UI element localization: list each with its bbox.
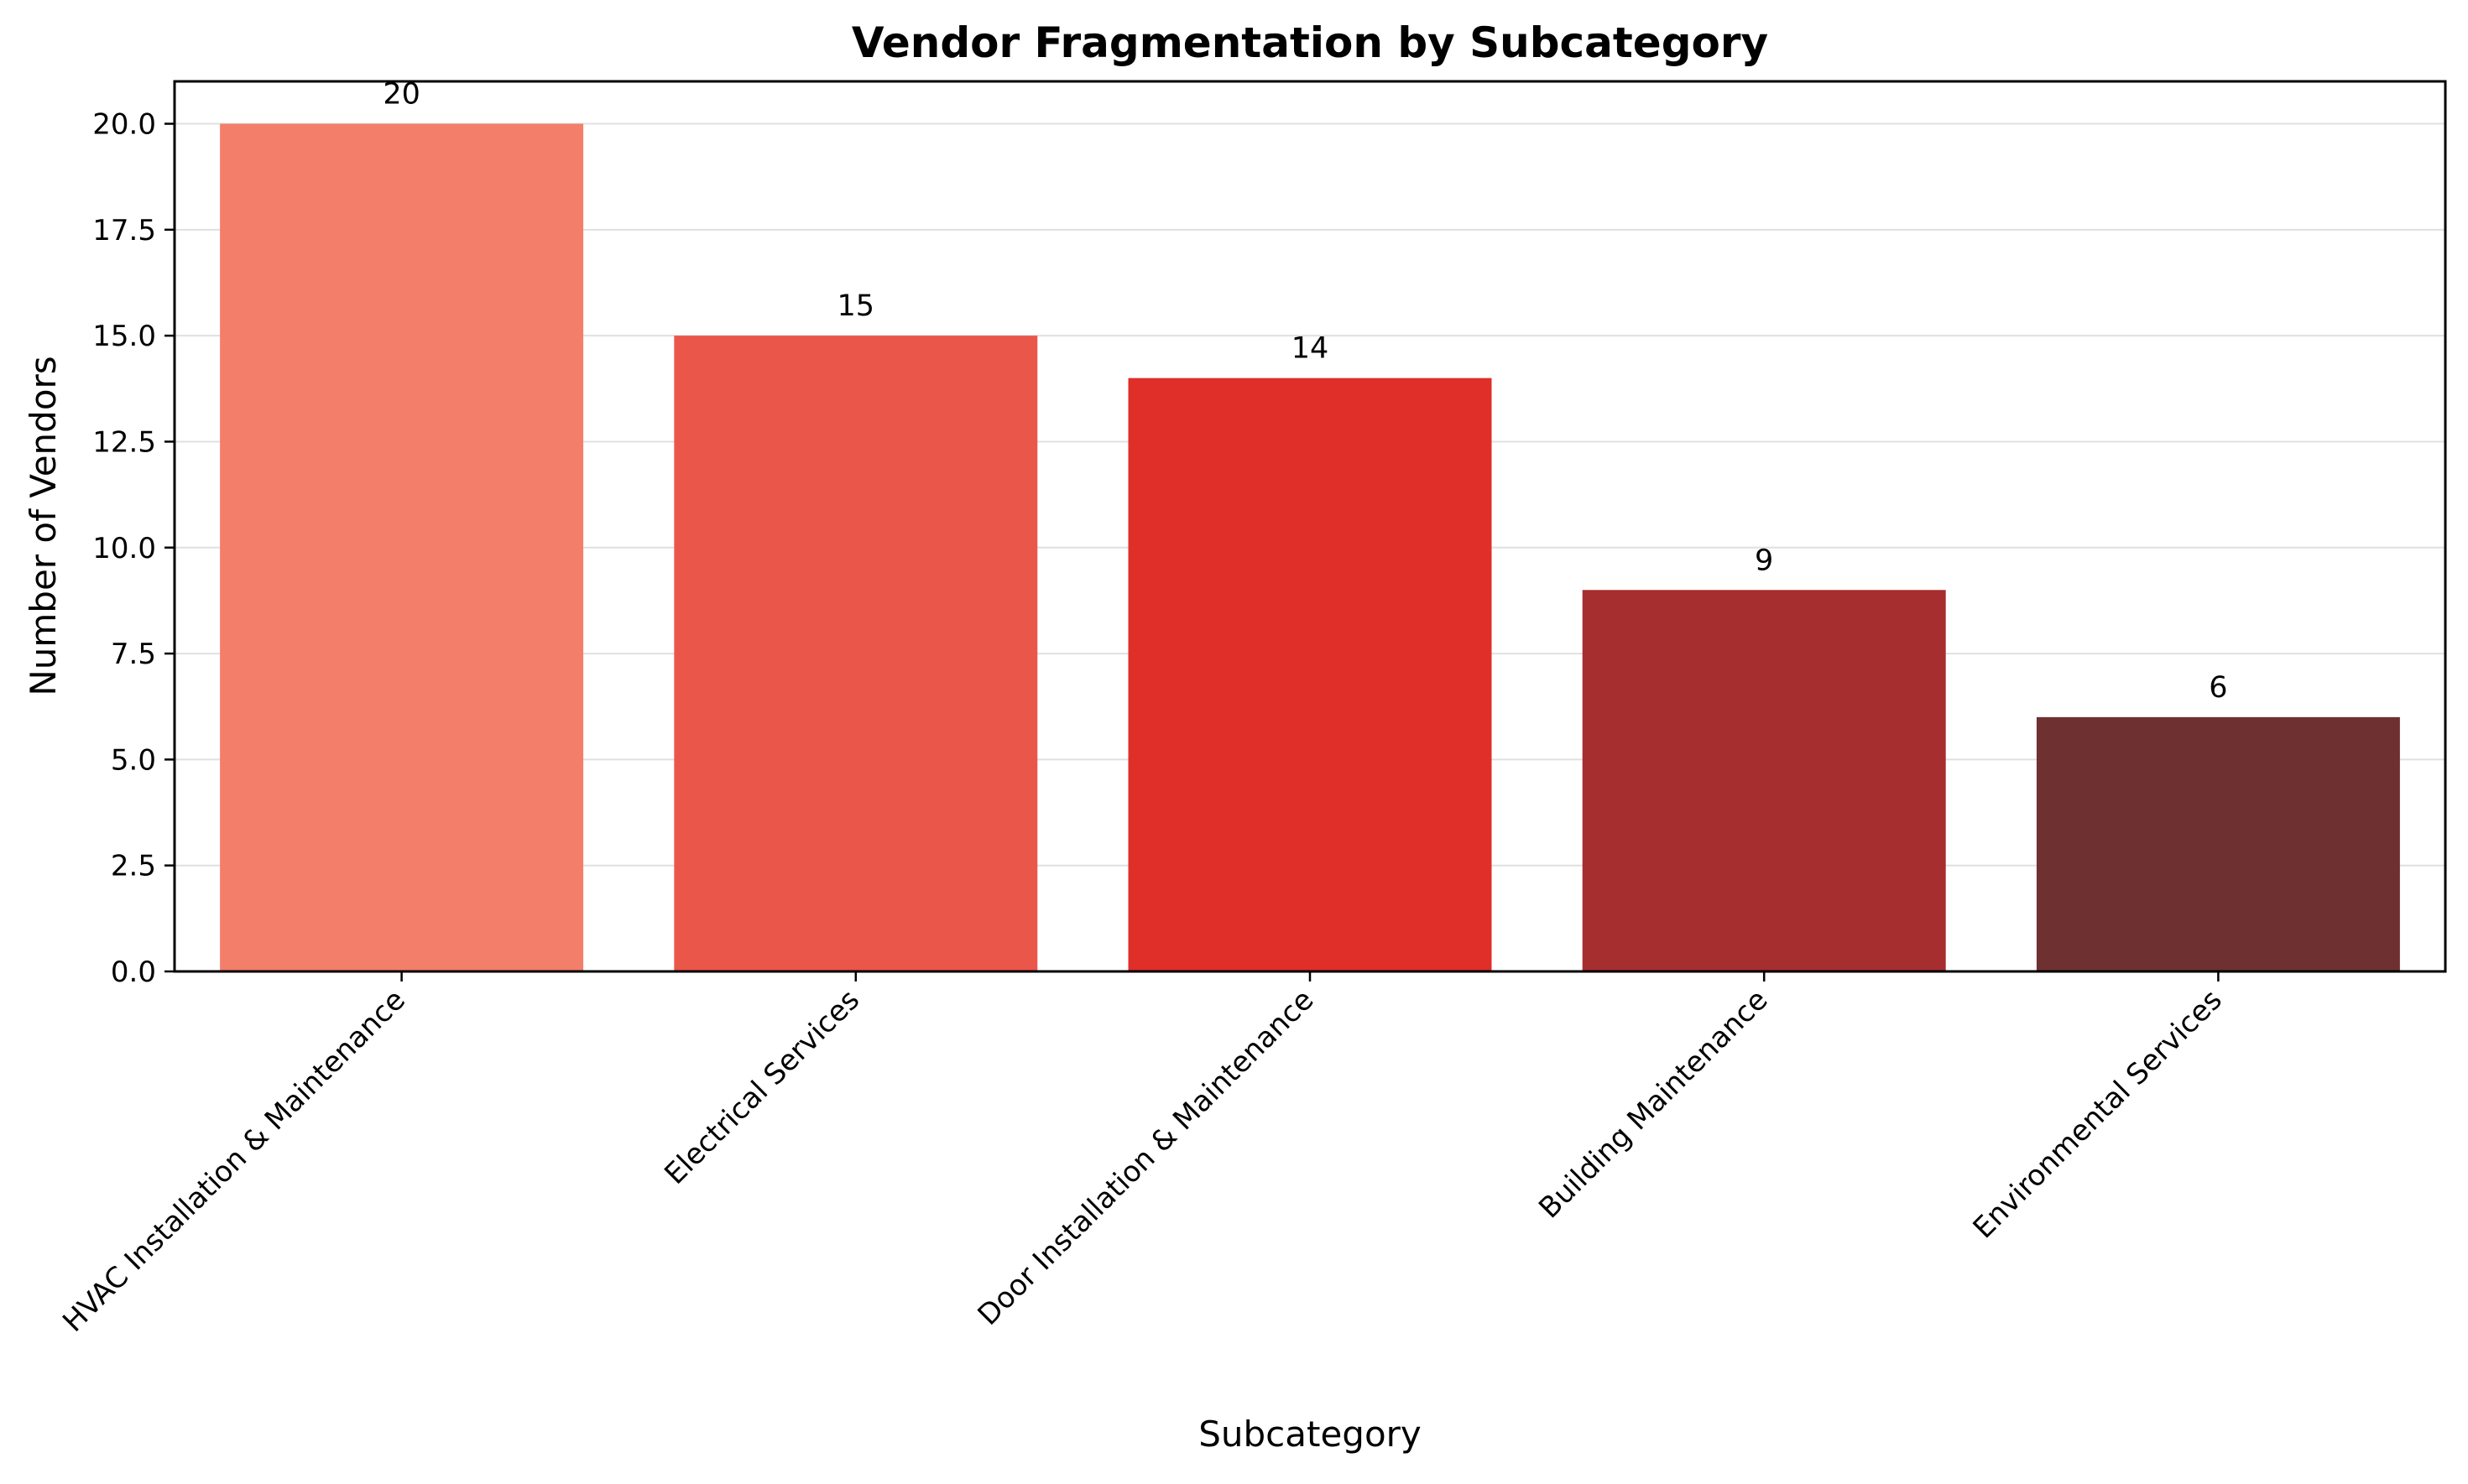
x-tick-label: Building Maintenance — [1532, 983, 1774, 1225]
y-tick-label: 15.0 — [92, 320, 156, 353]
bar — [674, 336, 1038, 972]
x-tick-label: HVAC Installation & Maintenance — [56, 983, 412, 1339]
bar-value-label: 20 — [383, 78, 420, 112]
x-tick-label: Door Installation & Maintenance — [972, 983, 1321, 1332]
x-tick-label: Electrical Services — [658, 983, 866, 1191]
bars — [220, 123, 2400, 972]
data-labels: 20 15 14 9 6 — [383, 78, 2227, 705]
bar — [1582, 590, 1946, 971]
x-tick-label: Environmental Services — [1967, 983, 2229, 1245]
bar — [2036, 716, 2400, 971]
y-axis-ticks: 0.0 2.5 5.0 7.5 10.0 12.5 15.0 17.5 20.0 — [92, 108, 175, 989]
bar-value-label: 6 — [2209, 671, 2227, 705]
x-axis-ticks: HVAC Installation & Maintenance Electrica… — [56, 971, 2229, 1339]
y-tick-label: 17.5 — [92, 214, 156, 247]
bar-value-label: 15 — [837, 289, 875, 323]
bar — [220, 123, 584, 971]
y-tick-label: 2.5 — [111, 850, 156, 883]
chart-title: Vendor Fragmentation by Subcategory — [852, 18, 1768, 67]
bar-value-label: 14 — [1291, 332, 1329, 366]
y-tick-label: 12.5 — [92, 425, 156, 459]
bar-value-label: 9 — [1755, 544, 1773, 577]
y-tick-label: 0.0 — [111, 955, 156, 989]
x-axis-label: Subcategory — [1198, 1414, 1422, 1455]
bar — [1128, 378, 1492, 972]
y-tick-label: 20.0 — [92, 108, 156, 142]
y-tick-label: 5.0 — [111, 743, 156, 777]
y-axis-label: Number of Vendors — [23, 356, 64, 695]
y-tick-label: 7.5 — [111, 638, 156, 671]
y-tick-label: 10.0 — [92, 532, 156, 565]
